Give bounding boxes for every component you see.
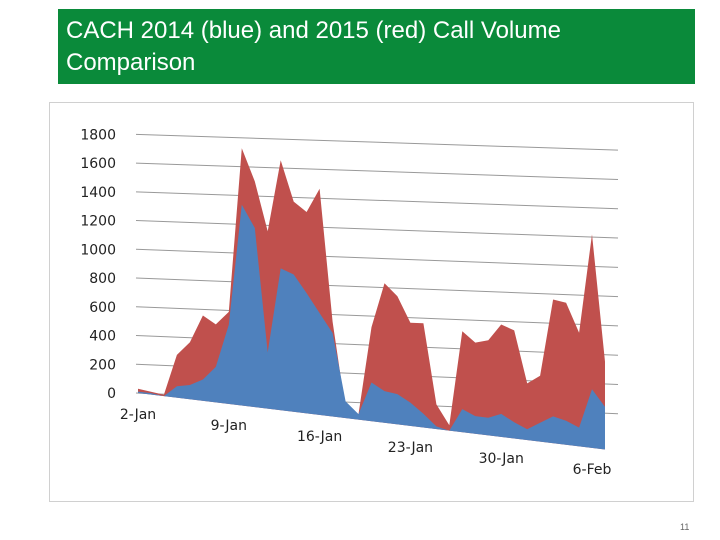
slide-number: 11 bbox=[680, 522, 690, 532]
y-tick-label: 1400 bbox=[80, 185, 116, 201]
chart-frame: 1800 1600 1400 1200 1000 800 600 400 200 0 2-Jan 9… bbox=[49, 102, 694, 502]
title-banner: CACH 2014 (blue) and 2015 (red) Call Vol… bbox=[58, 9, 695, 84]
series-area-2014 bbox=[138, 204, 605, 450]
x-tick-label: 16-Jan bbox=[297, 429, 342, 445]
y-tick-label: 1000 bbox=[80, 242, 116, 258]
x-tick-label: 9-Jan bbox=[211, 418, 247, 434]
y-tick-label: 1600 bbox=[80, 156, 116, 172]
x-tick-label: 30-Jan bbox=[479, 451, 524, 467]
series-areas bbox=[138, 148, 605, 450]
grid-line bbox=[135, 277, 619, 298]
y-tick-label: 1800 bbox=[80, 127, 116, 143]
grid-line bbox=[135, 162, 619, 180]
grid-line bbox=[135, 133, 619, 151]
y-tick-label: 600 bbox=[89, 300, 116, 316]
slide-title: CACH 2014 (blue) and 2015 (red) Call Vol… bbox=[66, 17, 561, 76]
y-tick-label: 0 bbox=[107, 386, 116, 402]
call-volume-chart: 1800 1600 1400 1200 1000 800 600 400 200 0 2-Jan 9… bbox=[80, 127, 619, 478]
y-tick-label: 800 bbox=[89, 271, 116, 287]
grid-line bbox=[135, 191, 619, 210]
y-axis-ticks: 1800 1600 1400 1200 1000 800 600 400 200 0 bbox=[80, 127, 116, 402]
x-tick-label: 23-Jan bbox=[388, 440, 433, 456]
y-tick-label: 400 bbox=[89, 329, 116, 345]
x-tick-label: 6-Feb bbox=[573, 462, 612, 478]
x-tick-label: 2-Jan bbox=[120, 407, 156, 423]
grid-line bbox=[135, 248, 619, 268]
grid-line bbox=[135, 220, 619, 239]
x-axis-ticks: 2-Jan 9-Jan 16-Jan 23-Jan 30-Jan 6-Feb bbox=[120, 407, 612, 478]
y-tick-label: 1200 bbox=[80, 214, 116, 230]
y-tick-label: 200 bbox=[89, 357, 116, 373]
